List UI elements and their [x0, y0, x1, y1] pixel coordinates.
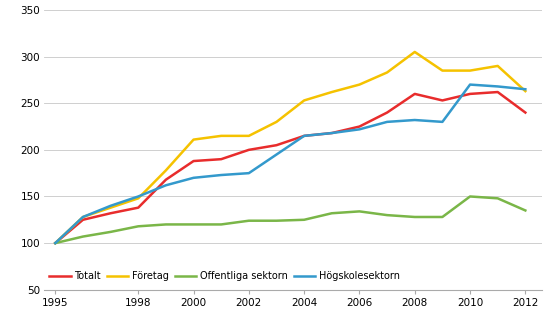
Högskolesektorn: [273, 153, 280, 157]
Offentliga sektorn: [273, 219, 280, 223]
Totalt: [107, 211, 114, 215]
Företag: [439, 69, 446, 73]
Offentliga sektorn: [135, 224, 142, 228]
Högskolesektorn: [80, 215, 86, 219]
Högskolesektorn: [439, 120, 446, 124]
Högskolesektorn: [328, 131, 335, 135]
Totalt: [190, 159, 197, 163]
Offentliga sektorn: [411, 215, 418, 219]
Företag: [246, 134, 252, 138]
Högskolesektorn: [135, 194, 142, 198]
Högskolesektorn: [384, 120, 390, 124]
Legend: Totalt, Företag, Offentliga sektorn, Högskolesektorn: Totalt, Företag, Offentliga sektorn, Hög…: [49, 271, 400, 281]
Offentliga sektorn: [522, 208, 529, 212]
Totalt: [467, 92, 473, 96]
Line: Totalt: Totalt: [55, 92, 525, 243]
Totalt: [80, 218, 86, 222]
Totalt: [384, 111, 390, 115]
Företag: [384, 71, 390, 75]
Offentliga sektorn: [52, 241, 59, 245]
Högskolesektorn: [163, 183, 169, 187]
Offentliga sektorn: [218, 222, 225, 226]
Offentliga sektorn: [467, 194, 473, 198]
Högskolesektorn: [356, 127, 363, 131]
Företag: [411, 50, 418, 54]
Totalt: [246, 148, 252, 152]
Totalt: [52, 241, 59, 245]
Högskolesektorn: [107, 204, 114, 208]
Företag: [190, 138, 197, 142]
Företag: [328, 90, 335, 94]
Offentliga sektorn: [301, 218, 307, 222]
Företag: [80, 215, 86, 219]
Företag: [218, 134, 225, 138]
Totalt: [494, 90, 501, 94]
Totalt: [273, 143, 280, 147]
Högskolesektorn: [411, 118, 418, 122]
Företag: [135, 196, 142, 200]
Företag: [494, 64, 501, 68]
Högskolesektorn: [467, 83, 473, 87]
Högskolesektorn: [246, 171, 252, 175]
Offentliga sektorn: [80, 234, 86, 238]
Företag: [356, 83, 363, 87]
Högskolesektorn: [218, 173, 225, 177]
Högskolesektorn: [494, 85, 501, 89]
Totalt: [301, 134, 307, 138]
Högskolesektorn: [52, 241, 59, 245]
Företag: [273, 120, 280, 124]
Offentliga sektorn: [328, 211, 335, 215]
Företag: [467, 69, 473, 73]
Offentliga sektorn: [246, 219, 252, 223]
Offentliga sektorn: [494, 196, 501, 200]
Totalt: [218, 157, 225, 161]
Totalt: [356, 125, 363, 129]
Totalt: [328, 131, 335, 135]
Totalt: [135, 206, 142, 210]
Högskolesektorn: [190, 176, 197, 180]
Högskolesektorn: [522, 87, 529, 91]
Högskolesektorn: [301, 134, 307, 138]
Totalt: [439, 99, 446, 103]
Företag: [107, 206, 114, 210]
Företag: [163, 168, 169, 172]
Offentliga sektorn: [190, 222, 197, 226]
Offentliga sektorn: [107, 230, 114, 234]
Offentliga sektorn: [384, 213, 390, 217]
Line: Företag: Företag: [55, 52, 525, 243]
Företag: [52, 241, 59, 245]
Offentliga sektorn: [356, 209, 363, 213]
Line: Offentliga sektorn: Offentliga sektorn: [55, 196, 525, 243]
Totalt: [411, 92, 418, 96]
Offentliga sektorn: [439, 215, 446, 219]
Företag: [301, 99, 307, 103]
Företag: [522, 89, 529, 93]
Totalt: [163, 178, 169, 182]
Offentliga sektorn: [163, 222, 169, 226]
Totalt: [522, 111, 529, 115]
Line: Högskolesektorn: Högskolesektorn: [55, 85, 525, 243]
